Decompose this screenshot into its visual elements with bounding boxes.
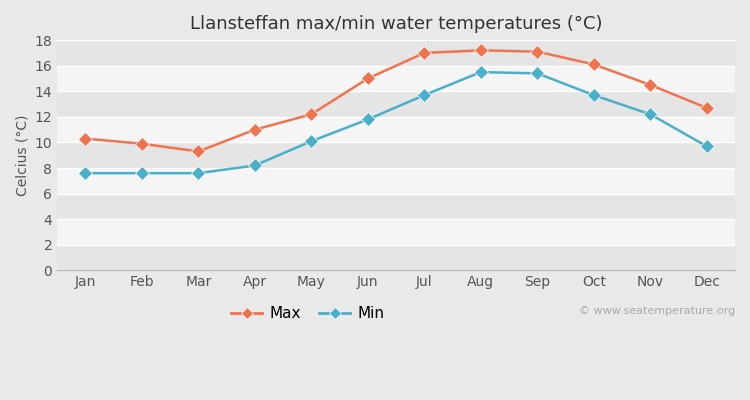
Bar xyxy=(57,168,735,194)
Min xyxy=(194,171,203,176)
Min xyxy=(363,117,372,122)
Y-axis label: Celcius (°C): Celcius (°C) xyxy=(15,114,29,196)
Min xyxy=(137,171,146,176)
Min xyxy=(307,139,316,144)
Bar xyxy=(57,219,735,245)
Line: Max: Max xyxy=(80,46,712,156)
Bar xyxy=(57,245,735,270)
Min xyxy=(646,112,655,117)
Line: Min: Min xyxy=(80,67,712,178)
Text: © www.seatemperature.org: © www.seatemperature.org xyxy=(579,306,735,316)
Max xyxy=(251,127,260,132)
Min xyxy=(590,93,598,98)
Min xyxy=(532,71,542,76)
Bar xyxy=(57,40,735,66)
Min xyxy=(251,163,260,168)
Min xyxy=(476,70,485,74)
Max xyxy=(532,49,542,54)
Title: Llansteffan max/min water temperatures (°C): Llansteffan max/min water temperatures (… xyxy=(190,15,602,33)
Bar xyxy=(57,194,735,219)
Max xyxy=(307,112,316,117)
Max xyxy=(590,62,598,67)
Max xyxy=(420,50,429,55)
Max xyxy=(363,76,372,81)
Min xyxy=(420,93,429,98)
Max xyxy=(646,82,655,87)
Bar xyxy=(57,117,735,142)
Bar xyxy=(57,142,735,168)
Max xyxy=(702,106,711,110)
Bar xyxy=(57,66,735,91)
Bar xyxy=(57,91,735,117)
Max xyxy=(476,48,485,53)
Max xyxy=(81,136,90,141)
Min xyxy=(702,144,711,149)
Legend: Max, Min: Max, Min xyxy=(225,300,391,327)
Max xyxy=(137,141,146,146)
Min xyxy=(81,171,90,176)
Max xyxy=(194,149,203,154)
